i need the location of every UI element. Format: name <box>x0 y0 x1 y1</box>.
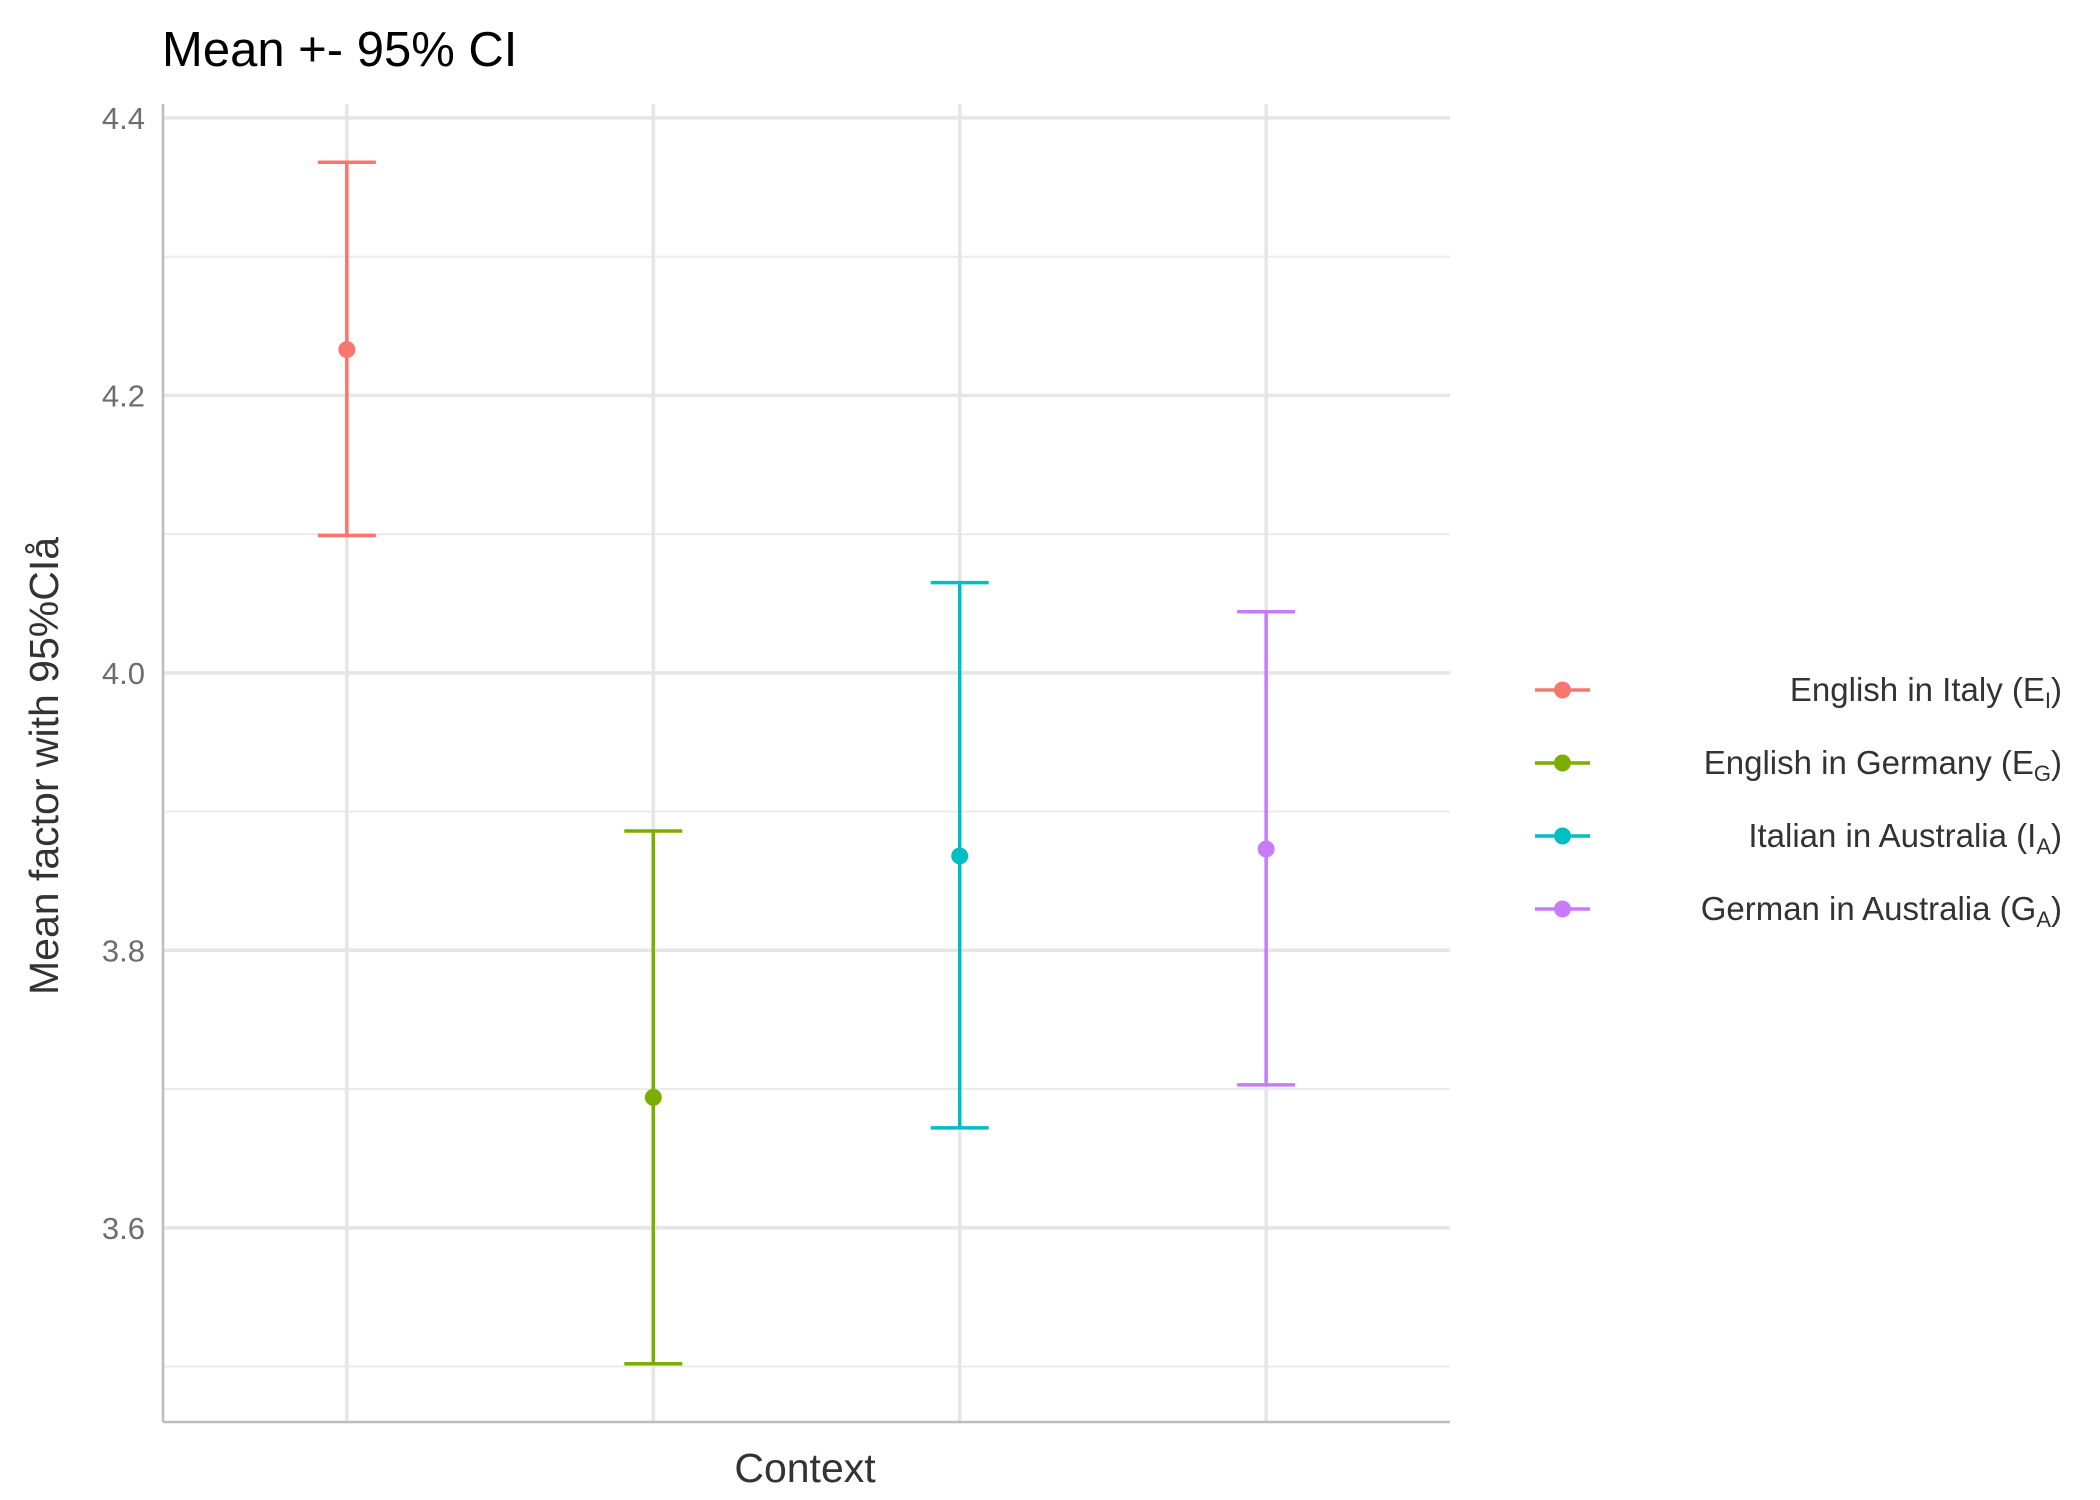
mean-point <box>1257 840 1275 858</box>
y-tick-label: 4.2 <box>102 378 145 413</box>
error-bar-group <box>624 829 683 1366</box>
data-marks <box>317 160 1296 1366</box>
y-tick-labels: 3.6 3.8 4.0 4.2 4.4 <box>102 101 145 1246</box>
grid <box>163 104 1450 1422</box>
legend-key-point <box>1554 681 1571 699</box>
y-tick-label: 4.0 <box>102 656 145 691</box>
legend-item: Italian in Australia (IA) <box>1535 817 2062 859</box>
legend-label: English in Italy (EI) <box>1790 671 2062 713</box>
legend-label: Italian in Australia (IA) <box>1748 817 2062 859</box>
y-tick-label: 3.6 <box>102 1211 145 1246</box>
legend-key-point <box>1554 900 1571 918</box>
legend-key-point <box>1554 754 1571 772</box>
error-bar-group <box>930 580 989 1130</box>
axes <box>161 104 1450 1424</box>
mean-point <box>951 847 969 865</box>
chart-title: Mean +- 95% CI <box>162 23 517 77</box>
y-axis-title: Mean factor with 95%CIå <box>21 537 67 995</box>
legend: English in Italy (EI) English in Germany … <box>1535 671 2062 932</box>
mean-point <box>644 1088 662 1106</box>
legend-item: English in Germany (EG) <box>1535 744 2062 786</box>
y-tick-label: 4.4 <box>102 101 145 136</box>
mean-point <box>338 341 356 359</box>
x-axis-title: Context <box>734 1445 876 1491</box>
error-bar-group <box>317 160 376 538</box>
legend-item: German in Australia (GA) <box>1535 890 2062 932</box>
y-tick-label: 3.8 <box>102 933 145 968</box>
legend-item: English in Italy (EI) <box>1535 671 2062 713</box>
error-bar-group <box>1237 610 1296 1087</box>
legend-label: German in Australia (GA) <box>1701 890 2062 932</box>
legend-key-point <box>1554 827 1571 845</box>
legend-label: English in Germany (EG) <box>1704 744 2062 786</box>
